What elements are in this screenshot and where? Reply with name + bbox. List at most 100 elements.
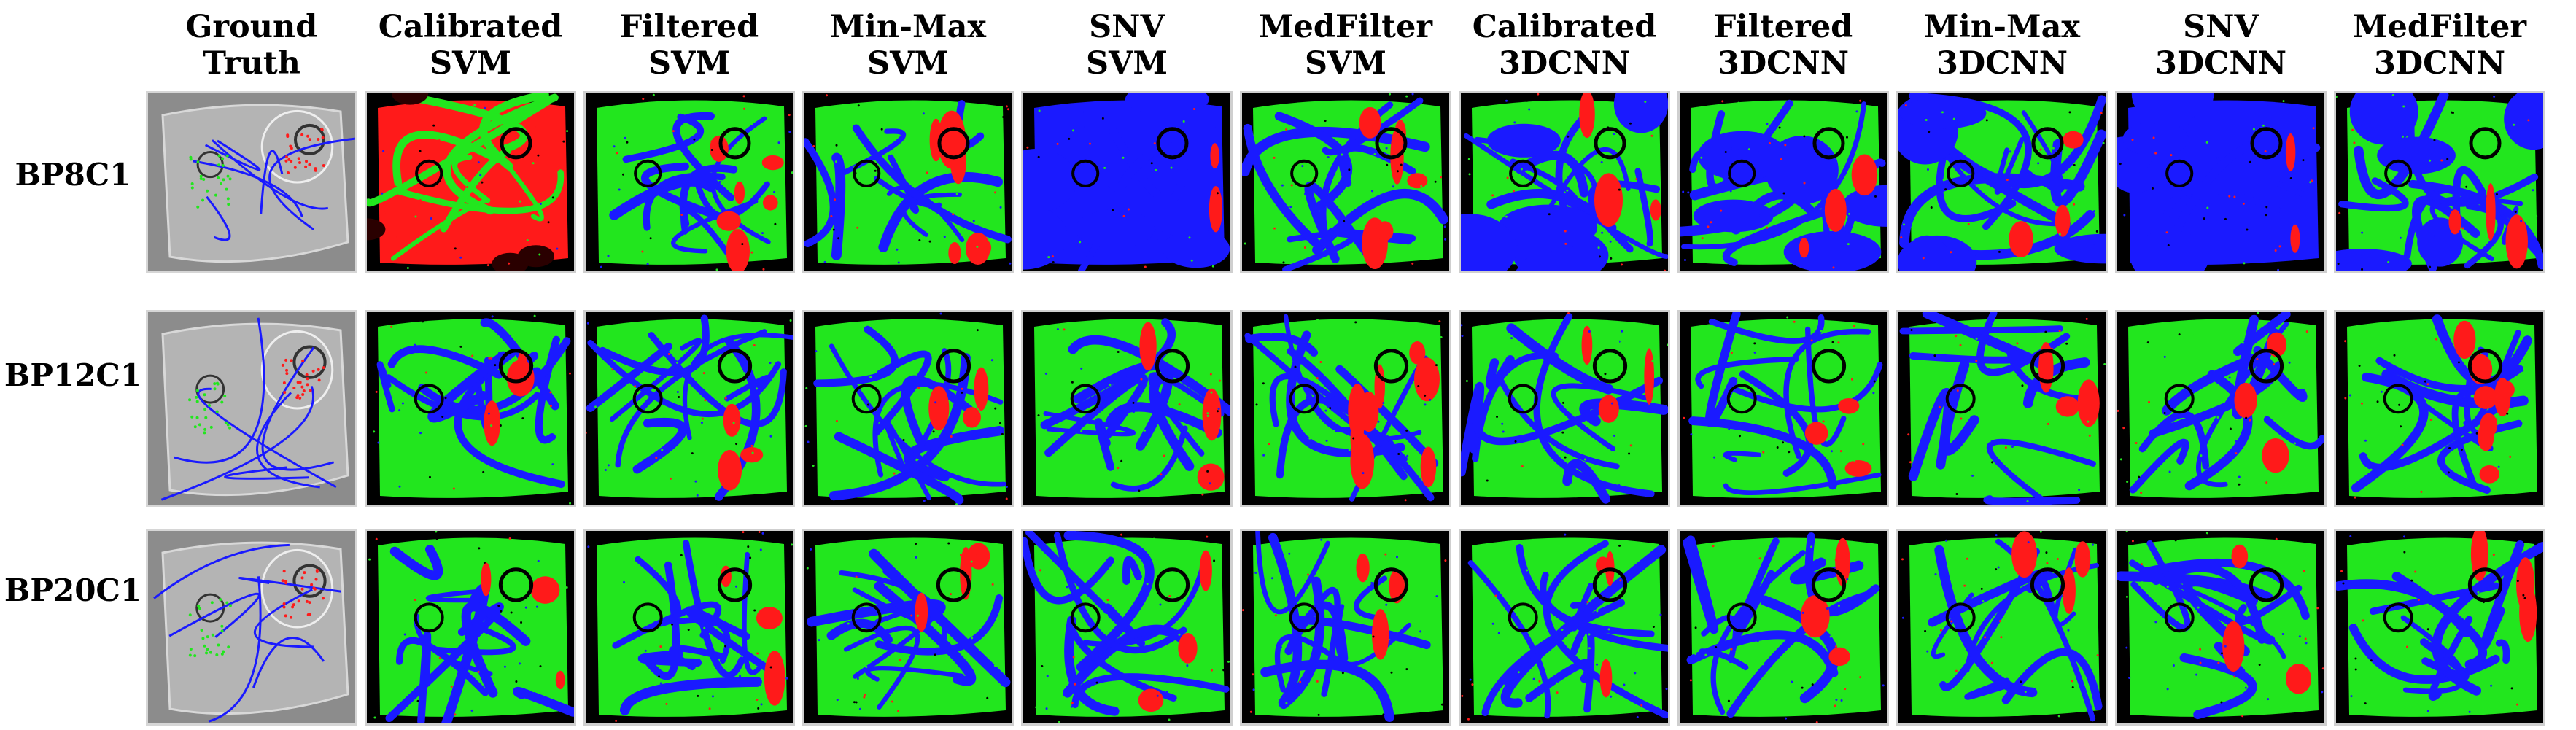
column-header-line2: 3DCNN [1717,45,1850,82]
classification-map [1677,310,1889,507]
column-header-line2: 3DCNN [1498,45,1631,82]
classification-map [2115,91,2327,273]
map-graphic [1898,312,2106,505]
classification-map [365,529,576,726]
map-graphic [1023,93,1230,271]
map-graphic [1680,93,1887,271]
column-header-5: MedFilter SVM [1236,9,1455,82]
column-header-line1: Filtered [1713,9,1853,45]
map-graphic [148,531,355,723]
column-header-line2: 3DCNN [1936,45,2068,82]
row-label-0: BP8C1 [15,157,131,193]
classification-map [365,91,576,273]
classification-map [1021,91,1233,273]
column-header-line1: MedFilter [1258,9,1433,45]
column-header-line1: Min-Max [1923,9,2081,45]
map-graphic [2117,93,2324,271]
map-graphic [367,531,574,723]
column-header-line2: SVM [429,45,511,82]
classification-map [2115,529,2327,726]
column-header-line1: SNV [2183,9,2259,45]
map-graphic [1242,312,1449,505]
classification-map [1240,529,1451,726]
classification-map [1896,310,2108,507]
column-header-line1: Ground [185,9,318,45]
classification-map [1240,310,1451,507]
map-graphic [148,312,355,505]
column-header-line2: 3DCNN [2373,45,2506,82]
classification-map [1677,91,1889,273]
map-graphic [804,312,1012,505]
column-header-line2: 3DCNN [2154,45,2287,82]
column-header-line2: SVM [866,45,949,82]
column-header-6: Calibrated 3DCNN [1455,9,1674,82]
map-graphic [1461,93,1668,271]
column-header-3: Min-Max SVM [799,9,1017,82]
classification-map [583,529,795,726]
map-graphic [367,312,574,505]
classification-map [1459,529,1670,726]
map-graphic [367,93,574,271]
row-label-2: BP20C1 [4,572,142,608]
map-graphic [804,531,1012,723]
classification-map [1896,91,2108,273]
classification-map [2115,310,2327,507]
column-header-line1: Calibrated [378,9,563,45]
ground-truth-image [146,91,357,273]
ground-truth-image [146,310,357,507]
column-header-9: SNV 3DCNN [2111,9,2330,82]
column-header-line2: SVM [1085,45,1168,82]
map-graphic [148,93,355,271]
classification-map [1677,529,1889,726]
classification-map [1459,310,1670,507]
classification-map [802,91,1014,273]
classification-map [2334,310,2545,507]
column-header-4: SNV SVM [1017,9,1236,82]
classification-map [802,310,1014,507]
map-graphic [586,93,793,271]
ground-truth-image [146,529,357,726]
column-header-line1: Min-Max [829,9,987,45]
column-header-line1: MedFilter [2352,9,2527,45]
column-header-10: MedFilter 3DCNN [2330,9,2549,82]
classification-map [1459,91,1670,273]
classification-map [1021,310,1233,507]
map-graphic [1898,531,2106,723]
map-graphic [1023,312,1230,505]
classification-map [1021,529,1233,726]
map-graphic [1242,531,1449,723]
column-header-7: Filtered 3DCNN [1674,9,1893,82]
map-graphic [1898,93,2106,271]
map-graphic [2336,531,2543,723]
classification-map [1240,91,1451,273]
map-graphic [586,531,793,723]
classification-map [365,310,576,507]
map-graphic [2117,312,2324,505]
map-graphic [1242,93,1449,271]
column-header-line1: Filtered [619,9,759,45]
column-header-line2: Truth [203,45,300,82]
classification-map [802,529,1014,726]
classification-map [2334,529,2545,726]
column-header-0: Ground Truth [142,9,361,82]
column-header-8: Min-Max 3DCNN [1893,9,2111,82]
map-graphic [2336,312,2543,505]
map-graphic [1023,531,1230,723]
map-graphic [2336,93,2543,271]
classification-map [583,91,795,273]
classification-map [2334,91,2545,273]
map-graphic [1680,531,1887,723]
classification-map [583,310,795,507]
column-header-1: Calibrated SVM [361,9,580,82]
column-header-line1: Calibrated [1472,9,1657,45]
map-graphic [1680,312,1887,505]
map-graphic [1461,312,1668,505]
column-header-line1: SNV [1089,9,1165,45]
map-graphic [586,312,793,505]
column-header-line2: SVM [1304,45,1386,82]
map-graphic [2117,531,2324,723]
classification-map [1896,529,2108,726]
map-graphic [1461,531,1668,723]
row-label-1: BP12C1 [4,357,142,393]
map-graphic [804,93,1012,271]
